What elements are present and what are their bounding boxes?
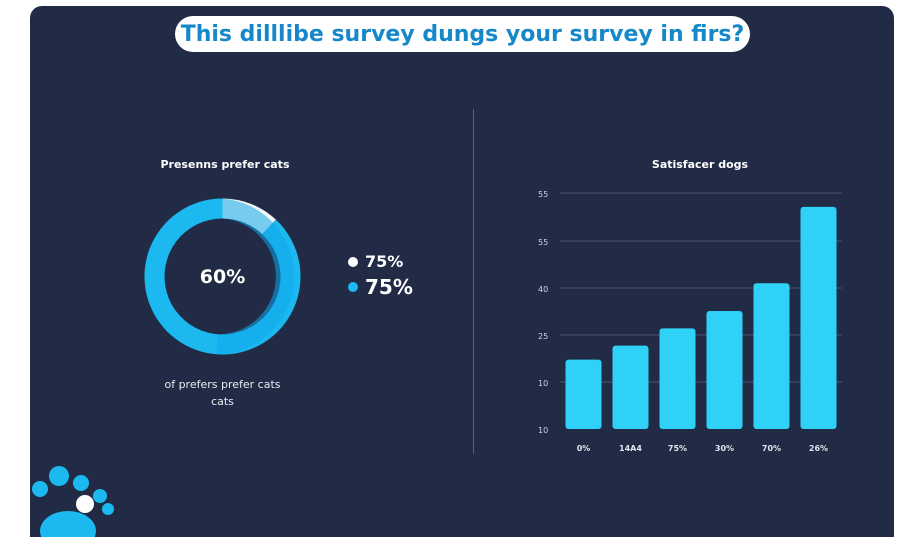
bar	[800, 206, 837, 429]
donut-slice-shade	[216, 198, 295, 355]
donut-legend: 75% 75%	[348, 252, 413, 303]
y-tick-label: 25	[538, 332, 548, 341]
paw-toe	[102, 503, 114, 515]
x-tick-label: 26%	[809, 444, 828, 453]
donut-title: Presenns prefer cats	[160, 158, 290, 171]
title-banner: This dilllibe survey dungs your survey i…	[175, 16, 750, 52]
bar-chart: 55 55 40 25 10 10 0% 14A4 75% 30% 70% 26%	[538, 190, 842, 453]
legend-label: 75%	[365, 252, 404, 271]
legend-dot-white	[348, 256, 358, 267]
caption-line: of prefers prefer cats	[164, 378, 281, 391]
paw-toe	[49, 466, 69, 486]
paw-pad	[40, 511, 96, 537]
bar	[753, 283, 790, 429]
paw-logo	[32, 466, 114, 537]
y-tick-label: 10	[538, 426, 548, 435]
x-tick-label: 75%	[668, 444, 687, 453]
page-title: This dilllibe survey dungs your survey i…	[180, 21, 745, 47]
bar	[565, 359, 602, 429]
legend-item: 75%	[348, 275, 413, 299]
panel-divider	[473, 109, 474, 454]
paw-toe	[93, 489, 107, 503]
legend-item: 75%	[348, 252, 413, 271]
paw-toe	[73, 475, 89, 491]
donut-svg	[144, 198, 301, 355]
y-tick-label: 55	[538, 190, 548, 199]
legend-label: 75%	[365, 275, 413, 299]
x-tick-label: 30%	[715, 444, 734, 453]
legend-dot-blue	[348, 282, 358, 292]
x-tick-label: 0%	[577, 444, 591, 453]
y-tick-label: 10	[538, 379, 548, 388]
y-tick-label: 40	[538, 285, 548, 294]
paw-toe	[32, 481, 48, 497]
donut-chart: 60%	[140, 194, 305, 359]
caption-line: cats	[211, 395, 234, 408]
bar	[706, 310, 743, 429]
donut-caption: of prefers prefer cats cats	[140, 376, 305, 410]
infographic-card: This dilllibe survey dungs your survey i…	[30, 6, 894, 537]
x-tick-label: 70%	[762, 444, 781, 453]
donut-center-value: 60%	[199, 265, 246, 288]
y-tick-label: 55	[538, 238, 548, 247]
bar-chart-title: Satisfacer dogs	[651, 158, 749, 171]
bar	[612, 345, 649, 429]
paw-toe-white	[76, 495, 94, 513]
bar	[659, 328, 696, 429]
x-tick-label: 14A4	[619, 444, 642, 453]
